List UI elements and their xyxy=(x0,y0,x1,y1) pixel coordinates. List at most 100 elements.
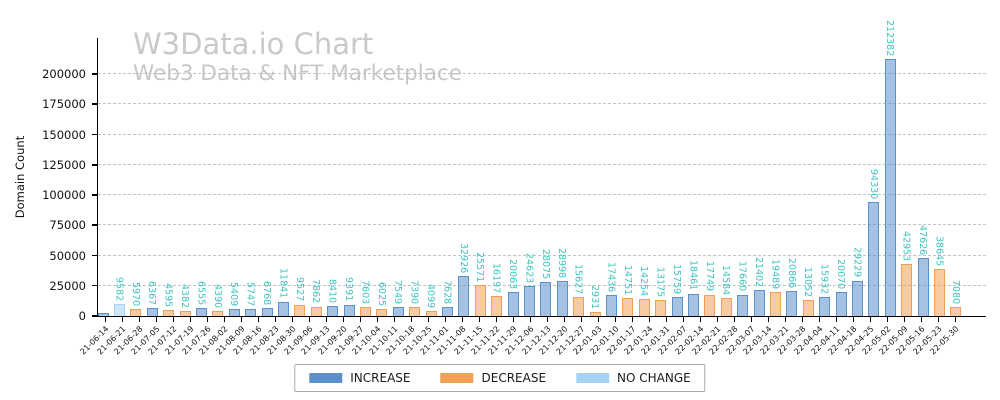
bar-increase xyxy=(884,59,896,316)
bar-increase xyxy=(540,282,552,316)
bar-decrease xyxy=(179,310,191,316)
y-tick-label: 25000 xyxy=(49,278,86,293)
x-tick-mark xyxy=(853,317,855,322)
bar-decrease xyxy=(376,308,388,316)
bar-value-label: 24623 xyxy=(523,253,535,284)
bar-increase xyxy=(868,201,880,316)
x-tick-mark xyxy=(632,317,634,322)
x-tick-mark xyxy=(190,317,192,322)
bar-increase xyxy=(687,293,699,316)
bar-value-label: 7390 xyxy=(408,279,420,305)
bar-value-label: 38645 xyxy=(933,236,945,267)
bar-value-label: 16197 xyxy=(490,263,502,294)
bar-increase xyxy=(851,280,863,316)
bar-value-label: 11841 xyxy=(277,268,289,299)
gridline xyxy=(98,103,986,105)
bar-value-label: 47626 xyxy=(917,225,928,256)
y-axis-label: Domain Count xyxy=(13,135,27,219)
bar-increase xyxy=(458,276,470,316)
gridline xyxy=(98,163,986,165)
bar-increase xyxy=(737,294,749,316)
x-tick-mark xyxy=(870,317,872,322)
bar-decrease xyxy=(933,269,945,316)
bar-increase xyxy=(671,296,683,316)
bar-value-label: 7603 xyxy=(359,279,371,304)
bar-increase xyxy=(556,280,568,316)
bar-decrease xyxy=(622,298,634,316)
bar-decrease xyxy=(802,300,814,316)
x-tick-mark xyxy=(581,317,583,322)
x-tick-mark xyxy=(394,317,396,322)
bar-value-label: 32926 xyxy=(457,242,469,274)
bar-value-label: 94330 xyxy=(867,168,879,199)
bar-value-label: 29229 xyxy=(851,247,863,278)
bar-value-label: 14254 xyxy=(638,265,650,296)
x-tick-mark xyxy=(207,317,209,322)
bar-value-label: 15932 xyxy=(818,263,830,294)
gridline xyxy=(98,224,986,226)
x-tick-mark xyxy=(615,317,617,322)
bar-value-label: 25571 xyxy=(474,251,486,283)
bar-value-label: 19489 xyxy=(769,259,781,290)
bar-decrease xyxy=(425,311,437,316)
y-tick-mark xyxy=(92,103,97,106)
x-tick-mark xyxy=(462,317,464,322)
gridline xyxy=(98,194,986,196)
legend-label: NO CHANGE xyxy=(617,371,691,385)
bar-increase xyxy=(261,307,273,316)
bar-value-label: 20070 xyxy=(835,258,846,289)
bar-decrease xyxy=(409,307,421,316)
y-tick-mark xyxy=(92,163,97,166)
x-tick-mark xyxy=(598,317,600,322)
x-tick-mark xyxy=(836,317,838,322)
bar-decrease xyxy=(589,312,601,316)
bar-value-label: 18461 xyxy=(687,260,699,291)
bar-value-label: 15627 xyxy=(572,263,584,295)
x-tick-mark xyxy=(377,317,379,322)
bar-value-label: 7628 xyxy=(441,279,453,304)
bar-decrease xyxy=(474,285,486,316)
bar-value-label: 7549 xyxy=(392,279,404,304)
bar-decrease xyxy=(704,294,716,316)
bar-value-label: 14751 xyxy=(621,264,633,296)
legend-item-increase: INCREASE xyxy=(309,371,410,385)
y-tick-mark xyxy=(92,224,97,226)
y-tick-label: 125000 xyxy=(42,157,86,172)
bar-value-label: 4595 xyxy=(162,283,174,308)
bar-decrease xyxy=(212,310,224,316)
bar-decrease xyxy=(655,300,667,316)
bar-increase xyxy=(392,306,404,316)
bar-value-label: 21402 xyxy=(753,256,764,288)
bar-decrease xyxy=(769,292,781,316)
x-tick-mark xyxy=(292,317,294,322)
x-tick-mark xyxy=(547,317,549,322)
bar-value-label: 212382 xyxy=(884,20,896,57)
x-tick-mark xyxy=(258,317,260,322)
bar-value-label: 9391 xyxy=(343,277,354,302)
bar-value-label: 5409 xyxy=(228,282,240,307)
bar-value-label: 28998 xyxy=(556,247,568,278)
x-tick-mark xyxy=(785,317,787,322)
bar-value-label: 6025 xyxy=(375,281,387,306)
x-tick-mark xyxy=(666,317,668,322)
y-tick-mark xyxy=(92,73,97,75)
bar-decrease xyxy=(950,307,962,316)
bar-value-label: 5970 xyxy=(129,281,141,306)
bar-increase xyxy=(343,304,355,316)
bar-value-label: 17660 xyxy=(736,261,748,292)
x-tick-mark xyxy=(411,317,413,322)
x-tick-mark xyxy=(768,317,770,322)
bar-increase xyxy=(195,308,207,316)
x-tick-mark xyxy=(275,317,277,322)
bar-decrease xyxy=(573,297,585,316)
bar-value-label: 20866 xyxy=(785,257,797,288)
x-tick-mark xyxy=(360,317,362,322)
x-tick-mark xyxy=(717,317,719,322)
x-tick-mark xyxy=(887,317,889,322)
x-tick-mark xyxy=(751,317,753,322)
bar-increase xyxy=(277,301,289,316)
x-tick-mark xyxy=(428,317,430,322)
bar-decrease xyxy=(901,264,913,316)
gridline xyxy=(98,73,986,75)
bar-increase xyxy=(507,291,519,316)
